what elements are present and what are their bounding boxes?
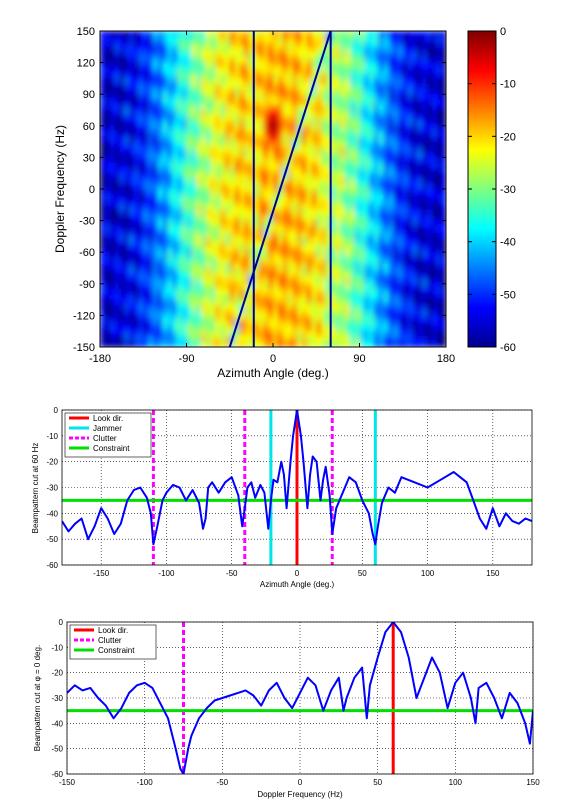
xtick-label: -150 xyxy=(59,778,76,787)
heatmap-ytick-label: 150 xyxy=(77,26,95,38)
ytick-label: -60 xyxy=(51,770,63,779)
heatmap-xtick-label: -180 xyxy=(89,353,111,365)
xtick-label: -100 xyxy=(158,569,175,578)
xtick-label: -150 xyxy=(93,569,110,578)
beampattern-curve xyxy=(62,410,532,546)
legend-label: Constraint xyxy=(93,444,130,453)
ytick-label: -20 xyxy=(46,458,58,467)
xtick-label: -100 xyxy=(137,778,154,787)
beampattern-curve xyxy=(67,622,533,774)
ytick-label: -50 xyxy=(46,535,58,544)
ytick-label: -40 xyxy=(51,719,63,728)
heatmap-ytick-label: -90 xyxy=(79,279,95,291)
doppler-cut-xlabel: Doppler Frequency (Hz) xyxy=(257,790,343,799)
ytick-label: -30 xyxy=(46,484,58,493)
xtick-label: 50 xyxy=(373,778,382,787)
colorbar-tick-label: -20 xyxy=(500,131,516,143)
azimuth-cut-ylabel: Beampattern cut at 60 Hz xyxy=(31,443,40,534)
colorbar-tick-label: 0 xyxy=(500,26,506,38)
legend-label: Look dir. xyxy=(93,414,123,423)
heatmap-xtick-label: 180 xyxy=(437,353,455,365)
heatmap-ytick-label: 60 xyxy=(83,121,95,133)
colorbar-tick-label: -50 xyxy=(500,289,516,301)
ytick-label: -20 xyxy=(51,669,63,678)
xtick-label: 100 xyxy=(421,569,435,578)
xtick-label: 0 xyxy=(298,778,303,787)
ytick-label: -60 xyxy=(46,561,58,570)
doppler-cut-panel: -150 -100 -50 0 50 100 1500-10-20-30-40-50-60 … xyxy=(33,618,540,799)
heatmap-ytick-label: 0 xyxy=(89,184,95,196)
ytick-label: -40 xyxy=(46,509,58,518)
legend-label: Clutter xyxy=(93,434,117,443)
colorbar xyxy=(467,30,497,348)
azimuth-cut-panel: -150 -100 -50 0 50 100 1500-10-20-30-40-50-60 … xyxy=(31,406,533,589)
xtick-label: 100 xyxy=(449,778,463,787)
colorbar-tick-label: -40 xyxy=(500,237,516,249)
heatmap-panel: -180 -90 0 90 180 150 120 90 60 30 0 -30 -60 -90 -120… xyxy=(53,26,516,380)
legend-label: Clutter xyxy=(98,636,122,645)
legend-label: Constraint xyxy=(98,646,135,655)
heatmap-xtick-label: 90 xyxy=(353,353,365,365)
legend-label: Jammer xyxy=(93,424,122,433)
ytick-label: -50 xyxy=(51,745,63,754)
colorbar-tick-label: -60 xyxy=(500,342,516,354)
xtick-label: 50 xyxy=(358,569,367,578)
colorbar-tick-label: -10 xyxy=(500,79,516,91)
xtick-label: -50 xyxy=(226,569,238,578)
heatmap-ytick-label: -150 xyxy=(73,342,95,354)
ytick-label: -10 xyxy=(51,643,63,652)
xtick-label: 150 xyxy=(526,778,540,787)
ytick-label: 0 xyxy=(54,406,59,415)
doppler-cut-ylabel: Beampattern cut at φ = 0 deg. xyxy=(33,645,42,751)
azimuth-cut-xlabel: Azimuth Angle (deg.) xyxy=(260,580,335,589)
heatmap-ytick-label: 90 xyxy=(83,89,95,101)
ytick-label: 0 xyxy=(59,618,64,627)
xtick-label: 150 xyxy=(486,569,500,578)
legend-box xyxy=(64,412,152,458)
heatmap-ytick-label: -120 xyxy=(73,310,95,322)
clutter-ridge-line xyxy=(228,31,332,347)
heatmap-xlabel: Azimuth Angle (deg.) xyxy=(217,366,328,380)
heatmap-xtick-label: 0 xyxy=(270,353,276,365)
ytick-label: -10 xyxy=(46,432,58,441)
heatmap-ylabel: Doppler Frequency (Hz) xyxy=(53,125,67,253)
heatmap-ytick-label: -60 xyxy=(79,247,95,259)
azimuth-cut-frame xyxy=(61,409,533,566)
heatmap-ytick-label: 120 xyxy=(77,58,95,70)
heatmap-xtick-label: -90 xyxy=(179,353,195,365)
legend-label: Look dir. xyxy=(98,626,128,635)
doppler-cut-frame xyxy=(66,621,534,775)
ytick-label: -30 xyxy=(51,694,63,703)
xtick-label: -50 xyxy=(217,778,229,787)
xtick-label: 0 xyxy=(295,569,300,578)
heatmap-image xyxy=(100,31,446,347)
colorbar-tick-label: -30 xyxy=(500,184,516,196)
heatmap-ytick-label: 30 xyxy=(83,152,95,164)
heatmap-ytick-label: -30 xyxy=(79,216,95,228)
